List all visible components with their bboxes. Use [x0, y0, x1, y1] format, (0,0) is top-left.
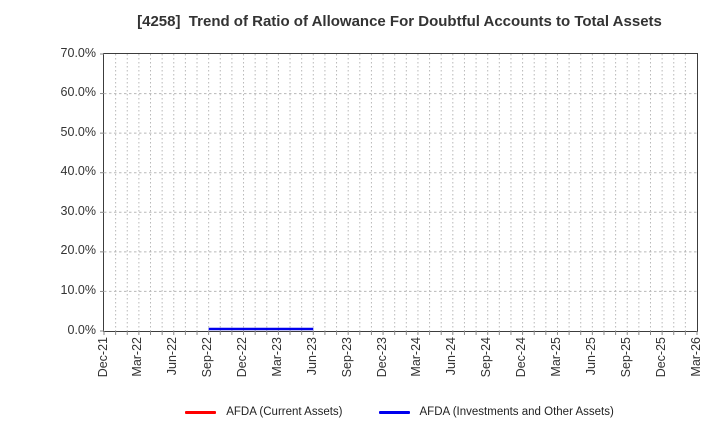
legend-item-afda-investments: AFDA (Investments and Other Assets)	[378, 406, 614, 418]
legend-item-afda-current-assets: AFDA (Current Assets)	[185, 406, 343, 418]
x-tick-label: Dec-25	[653, 337, 668, 378]
chart-title: [4258] Trend of Ratio of Allowance For D…	[137, 13, 662, 30]
y-tick-label: 10.0%	[60, 282, 96, 297]
x-tick-label: Mar-25	[548, 337, 563, 377]
x-tick-label: Dec-24	[514, 337, 529, 378]
x-tick-label: Mar-23	[269, 337, 284, 377]
y-tick-label: 40.0%	[60, 164, 96, 179]
x-tick-label: Sep-25	[618, 337, 633, 378]
y-tick-label: 50.0%	[60, 124, 96, 139]
x-tick-label: Sep-24	[479, 337, 494, 378]
legend-line-blue-icon	[378, 410, 410, 414]
y-tick-label: 20.0%	[60, 243, 96, 258]
x-tick-label: Jun-24	[444, 337, 459, 376]
x-tick-label: Jun-23	[304, 337, 319, 376]
x-tick-label: Dec-21	[95, 337, 110, 378]
x-tick-label: Mar-22	[130, 337, 145, 377]
x-tick-label: Mar-24	[409, 337, 424, 377]
x-tick-label: Dec-22	[235, 337, 250, 378]
x-tick-label: Mar-26	[688, 337, 703, 377]
x-tick-label: Jun-22	[165, 337, 180, 376]
y-tick-label: 0.0%	[67, 322, 97, 337]
y-tick-label: 70.0%	[60, 45, 96, 60]
x-tick-label: Sep-22	[200, 337, 215, 378]
y-tick-label: 60.0%	[60, 85, 96, 100]
x-tick-label: Jun-25	[583, 337, 598, 376]
legend-label-afda-current-assets: AFDA (Current Assets)	[226, 406, 343, 418]
plot-area	[100, 53, 698, 335]
y-tick-label: 30.0%	[60, 203, 96, 218]
x-tick-label: Sep-23	[339, 337, 354, 378]
legend-line-red-icon	[185, 410, 217, 414]
x-tick-label: Dec-23	[374, 337, 389, 378]
legend: AFDA (Current Assets) AFDA (Investments …	[103, 406, 696, 418]
legend-label-afda-investments: AFDA (Investments and Other Assets)	[419, 406, 614, 418]
plot-grid-and-series	[100, 53, 698, 335]
